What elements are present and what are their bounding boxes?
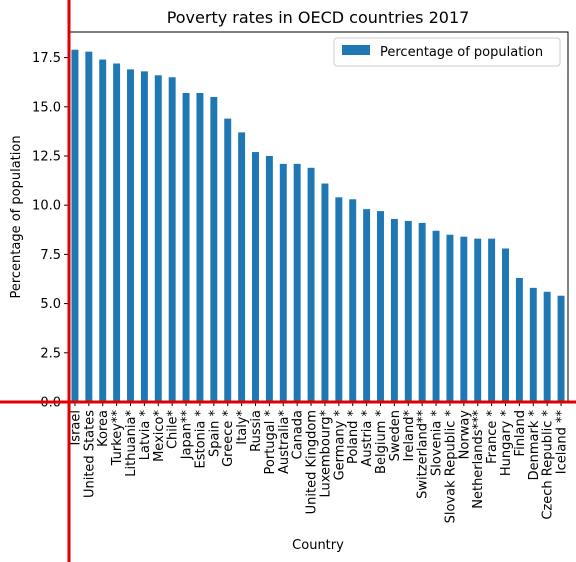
x-tick-label: Belgium *: [374, 410, 389, 474]
bar: [293, 163, 301, 402]
bar: [515, 278, 523, 402]
y-tick-label: 7.5: [40, 248, 61, 263]
bar: [418, 222, 426, 402]
bar: [99, 59, 107, 402]
y-tick-label: 10.0: [32, 199, 61, 214]
bar: [182, 93, 190, 403]
x-tick-label: Austria *: [360, 410, 375, 467]
x-tick-label: Estonia *: [193, 410, 208, 469]
x-tick-label: Canada: [291, 410, 306, 459]
bar: [140, 71, 148, 403]
x-tick-label: Korea: [96, 410, 111, 447]
bar: [224, 118, 232, 403]
x-tick-label: Italy*: [235, 410, 250, 445]
x-tick-label: Greece *: [221, 410, 236, 467]
x-tick-label: Czech Republic *: [541, 410, 556, 520]
bar: [210, 96, 218, 402]
legend-label: Percentage of population: [380, 45, 543, 60]
x-tick-label: Netherlands***: [471, 410, 486, 509]
x-tick-label: Turkey**: [110, 410, 125, 467]
bar: [321, 183, 329, 402]
chart-title: Poverty rates in OECD countries 2017: [167, 8, 470, 27]
y-axis-ticks: 0.02.55.07.510.012.515.017.5: [32, 51, 68, 411]
x-tick-label: Norway: [457, 410, 472, 460]
bar: [307, 167, 315, 402]
x-tick-label: Japan**: [180, 410, 195, 461]
bar: [557, 295, 565, 402]
bar: [196, 93, 204, 403]
bar: [238, 132, 246, 402]
y-tick-label: 2.5: [40, 346, 61, 361]
x-tick-label: Poland *: [346, 410, 361, 465]
legend-swatch: [342, 45, 370, 55]
x-tick-label: Spain *: [207, 410, 222, 457]
bar: [543, 291, 551, 402]
x-tick-label: Germany *: [332, 410, 347, 481]
y-tick-label: 17.5: [32, 51, 61, 66]
x-tick-label: Denmark *: [527, 410, 542, 481]
x-tick-label: Hungary *: [499, 410, 514, 477]
x-tick-label: Mexico*: [152, 410, 167, 462]
bar: [377, 211, 384, 402]
bars-group: [71, 49, 565, 403]
x-tick-label: France *: [485, 410, 500, 464]
bar: [488, 238, 496, 402]
x-tick-label: Luxembourg*: [318, 410, 333, 498]
y-tick-label: 5.0: [40, 297, 61, 312]
x-tick-label: Switzerland**: [416, 410, 431, 499]
y-axis-label: Percentage of population: [9, 135, 24, 298]
x-tick-label: Australia*: [277, 410, 292, 475]
bar: [432, 230, 440, 402]
bar: [460, 236, 468, 402]
bar: [265, 155, 273, 402]
x-tick-label: Portugal *: [263, 410, 278, 475]
x-tick-label: Chile*: [166, 410, 181, 450]
y-tick-label: 15.0: [32, 100, 61, 115]
legend-frame: [333, 37, 561, 67]
bar: [168, 77, 176, 402]
bar: [252, 152, 259, 402]
bar: [154, 75, 162, 402]
bar: [363, 209, 371, 402]
bar: [349, 199, 357, 402]
x-tick-label: United States: [82, 410, 97, 498]
bar: [390, 218, 398, 402]
x-tick-label: Finland: [513, 410, 528, 456]
bar: [71, 49, 79, 402]
x-axis-label: Country: [292, 538, 344, 553]
x-tick-label: Sweden: [388, 410, 403, 461]
x-tick-label: Israel: [68, 410, 83, 446]
bar: [446, 234, 454, 402]
bar: [529, 287, 537, 402]
bar: [127, 69, 134, 402]
bar: [113, 63, 121, 403]
bar: [474, 238, 482, 402]
x-tick-label: Lithuania*: [124, 410, 139, 477]
x-tick-label: Russia: [249, 410, 264, 452]
x-tick-label: Slovenia *: [430, 410, 445, 476]
y-tick-label: 12.5: [32, 149, 61, 164]
bar: [279, 163, 287, 402]
legend: Percentage of population: [333, 37, 561, 67]
x-tick-label: Ireland*: [402, 410, 417, 462]
bar: [502, 248, 509, 402]
x-tick-label: Latvia *: [138, 410, 153, 461]
bar: [404, 220, 412, 402]
bar: [335, 197, 343, 402]
x-tick-label: Slovak Republic *: [443, 410, 458, 524]
bar: [85, 51, 93, 403]
x-tick-label: Iceland **: [555, 410, 570, 475]
x-tick-label: United Kingdom: [305, 410, 320, 514]
